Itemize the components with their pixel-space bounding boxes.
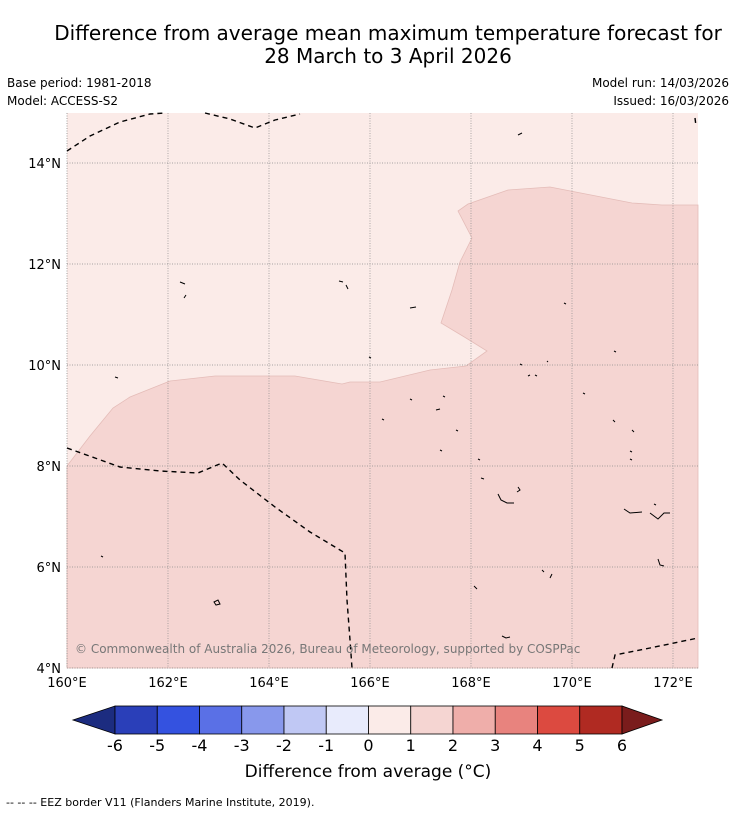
copyright-text: © Commonwealth of Australia 2026, Bureau… xyxy=(75,642,580,656)
title-line-2: 28 March to 3 April 2026 xyxy=(264,44,512,68)
colorbar-cell xyxy=(368,705,412,735)
lon-label-172e: 172°E xyxy=(653,676,693,691)
anomaly-region-1-2 xyxy=(66,186,699,669)
colorbar-arrow-high xyxy=(621,705,664,735)
colorbar: -6 -5 -4 -3 -2 -1 0 1 2 3 4 5 6 xyxy=(71,705,664,755)
lon-label-170e: 170°E xyxy=(552,676,592,691)
model-run: Model run: 14/03/2026 xyxy=(591,76,729,90)
island-outlines xyxy=(100,132,670,639)
colorbar-tick-label: -1 xyxy=(318,736,334,755)
lon-label-164e: 164°E xyxy=(249,676,289,691)
colorbar-tick-label: 3 xyxy=(490,736,500,755)
lat-label-4n: 4°N xyxy=(37,662,62,677)
colorbar-tick-label: -5 xyxy=(149,736,165,755)
colorbar-arrow-low xyxy=(71,705,116,735)
colorbar-label: Difference from average (°C) xyxy=(244,762,492,782)
graticule xyxy=(67,113,698,668)
colorbar-tick-label: 0 xyxy=(363,736,373,755)
title-line-1: Difference from average mean maximum tem… xyxy=(54,21,722,45)
eez-legend: -- -- -- EEZ border V11 (Flanders Marine… xyxy=(6,796,315,809)
lat-label-6n: 6°N xyxy=(37,561,62,576)
base-period: Base period: 1981-2018 xyxy=(7,76,152,90)
lon-label-160e: 160°E xyxy=(47,676,87,691)
model-name: Model: ACCESS-S2 xyxy=(7,94,119,108)
colorbar-cell xyxy=(579,705,623,735)
colorbar-cell xyxy=(537,705,581,735)
colorbar-tick-label: 6 xyxy=(617,736,627,755)
lat-label-8n: 8°N xyxy=(37,460,62,475)
colorbar-tick-label: 1 xyxy=(406,736,416,755)
latitude-labels: 14°N 12°N 10°N 8°N 6°N 4°N xyxy=(28,157,61,677)
lon-label-162e: 162°E xyxy=(148,676,188,691)
colorbar-tick-label: 2 xyxy=(448,736,458,755)
colorbar-cell xyxy=(114,705,158,735)
lat-label-10n: 10°N xyxy=(28,359,61,374)
lon-label-166e: 166°E xyxy=(350,676,390,691)
lat-label-14n: 14°N xyxy=(28,157,61,172)
colorbar-cell xyxy=(325,705,369,735)
colorbar-cell xyxy=(283,705,327,735)
lat-label-12n: 12°N xyxy=(28,258,61,273)
colorbar-cell xyxy=(199,705,243,735)
eez-borders xyxy=(66,112,699,669)
longitude-labels: 160°E 162°E 164°E 166°E 168°E 170°E 172°… xyxy=(47,676,693,691)
colorbar-tick-label: -6 xyxy=(107,736,123,755)
colorbar-tick-label: -3 xyxy=(234,736,250,755)
colorbar-tick-label: -2 xyxy=(276,736,292,755)
colorbar-tick-label: -4 xyxy=(192,736,208,755)
lon-label-168e: 168°E xyxy=(451,676,491,691)
issued-date: Issued: 16/03/2026 xyxy=(613,94,729,108)
colorbar-cell xyxy=(410,705,454,735)
meta-left: Base period: 1981-2018 Model: ACCESS-S2 xyxy=(7,74,152,110)
colorbar-cell xyxy=(241,705,285,735)
colorbar-cell xyxy=(156,705,200,735)
colorbar-cell xyxy=(452,705,496,735)
colorbar-cell xyxy=(494,705,538,735)
colorbar-tick-label: 4 xyxy=(532,736,542,755)
meta-right: Model run: 14/03/2026 Issued: 16/03/2026 xyxy=(592,74,729,110)
map-title: Difference from average mean maximum tem… xyxy=(30,22,736,68)
colorbar-tick-label: 5 xyxy=(575,736,585,755)
